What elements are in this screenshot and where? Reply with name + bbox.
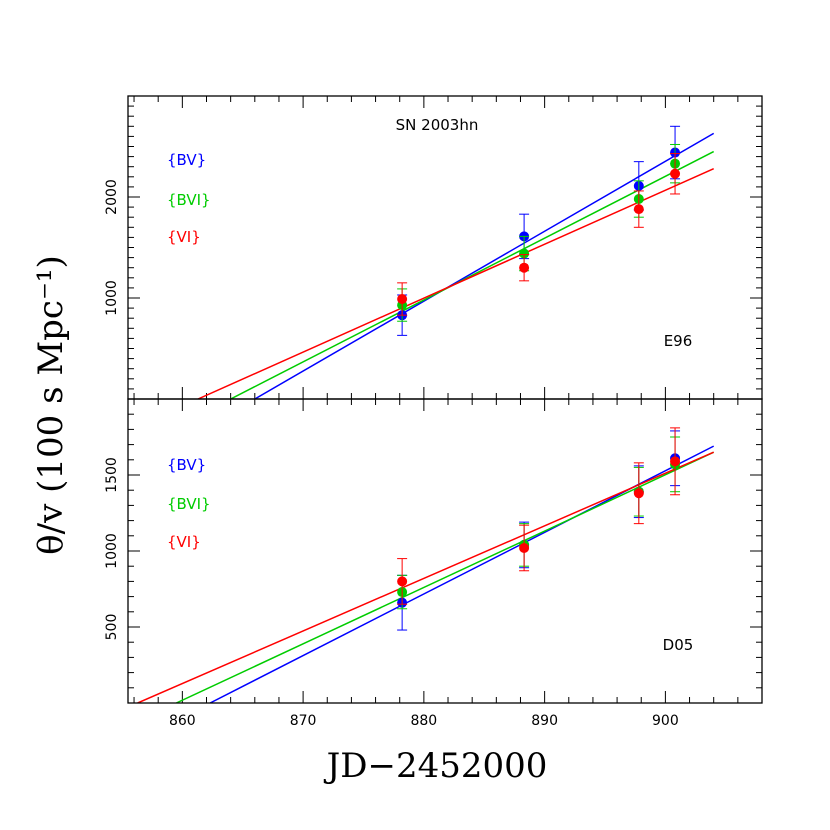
fit-line — [197, 168, 715, 399]
fit-line — [175, 451, 715, 703]
legend-entry: {BVI} — [167, 191, 211, 209]
data-point — [397, 294, 408, 305]
data-point — [519, 262, 530, 273]
x-tick-label: 870 — [290, 713, 317, 729]
plot-frame — [127, 398, 763, 704]
panel-label: D05 — [663, 636, 694, 654]
x-axis-title: JD−2452000 — [324, 746, 548, 786]
data-point — [670, 168, 681, 179]
y-axis-title: θ/v (100 s Mpc⁻¹) — [31, 255, 71, 555]
y-tick-label: 2000 — [104, 179, 120, 215]
legend-entry: {BVI} — [167, 495, 211, 513]
panel-bottom: 500 1000 1500 {BV} {BVI} {VI} D05 — [104, 398, 763, 704]
fit-line — [137, 451, 714, 703]
data-point — [670, 456, 681, 467]
legend-entry: {BV} — [167, 151, 206, 169]
panel-top: 1000 2000 {BV} {BVI} {VI} SN 2003hn E96 — [104, 95, 763, 400]
data-point — [519, 542, 530, 553]
y-tick-label: 500 — [104, 614, 120, 641]
fit-lines — [137, 445, 715, 703]
y-tick-label: 1500 — [104, 457, 120, 493]
panel-title: SN 2003hn — [396, 116, 479, 134]
plot-frame — [127, 95, 763, 400]
y-tick-label: 1000 — [104, 280, 120, 316]
x-tick-label: 860 — [169, 713, 196, 729]
x-tick-label: 880 — [410, 713, 437, 729]
y-tick-label: 1000 — [104, 533, 120, 569]
legend-entry: {BV} — [167, 456, 206, 474]
data-point — [397, 576, 408, 587]
x-tick-label: 900 — [652, 713, 679, 729]
fit-lines — [197, 132, 715, 399]
x-tick-label: 890 — [531, 713, 558, 729]
fit-line — [254, 132, 715, 399]
panel-label: E96 — [664, 332, 693, 350]
legend-entry: {VI} — [167, 228, 201, 246]
legend-entry: {VI} — [167, 533, 201, 551]
data-point — [633, 204, 644, 215]
data-point — [633, 488, 644, 499]
data-point — [519, 248, 530, 259]
fit-line — [230, 150, 715, 399]
